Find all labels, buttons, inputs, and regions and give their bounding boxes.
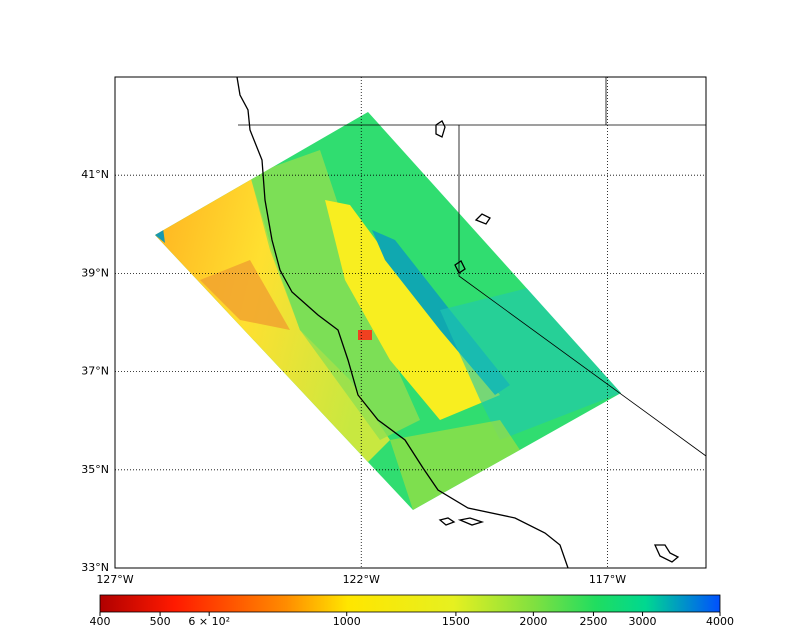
- y-tick-label: 33°N: [81, 561, 109, 574]
- swath: [155, 112, 621, 510]
- y-tick-label: 35°N: [81, 463, 109, 476]
- colorbar-tick-label: 6 × 10²: [188, 615, 230, 628]
- borders: [238, 77, 707, 457]
- y-tick-label: 39°N: [81, 266, 109, 279]
- island: [435, 120, 446, 138]
- colorbar-tick-label: 1500: [442, 615, 470, 628]
- coastline: [236, 76, 569, 569]
- colorbar-tick-label: 4000: [706, 615, 734, 628]
- island: [653, 544, 680, 563]
- coastlines: [236, 76, 680, 569]
- x-tick-label: 117°W: [589, 573, 626, 586]
- map-frame: [114, 76, 707, 569]
- colorbar-tick-label: 3000: [629, 615, 657, 628]
- colorbar-tick-label: 400: [90, 615, 111, 628]
- colorbar-tick-label: 2000: [519, 615, 547, 628]
- colorbar-tick-label: 500: [150, 615, 171, 628]
- y-tick-label: 41°N: [81, 168, 109, 181]
- x-tick-label: 127°W: [96, 573, 133, 586]
- island: [438, 517, 485, 526]
- island: [474, 213, 491, 225]
- y-tick-label: 37°N: [81, 365, 109, 378]
- colorbar: [99, 594, 721, 613]
- colorbar-tick-label: 1000: [333, 615, 361, 628]
- x-tick-label: 122°W: [343, 573, 380, 586]
- state-border: [238, 77, 707, 457]
- colorbar-tick-label: 2500: [579, 615, 607, 628]
